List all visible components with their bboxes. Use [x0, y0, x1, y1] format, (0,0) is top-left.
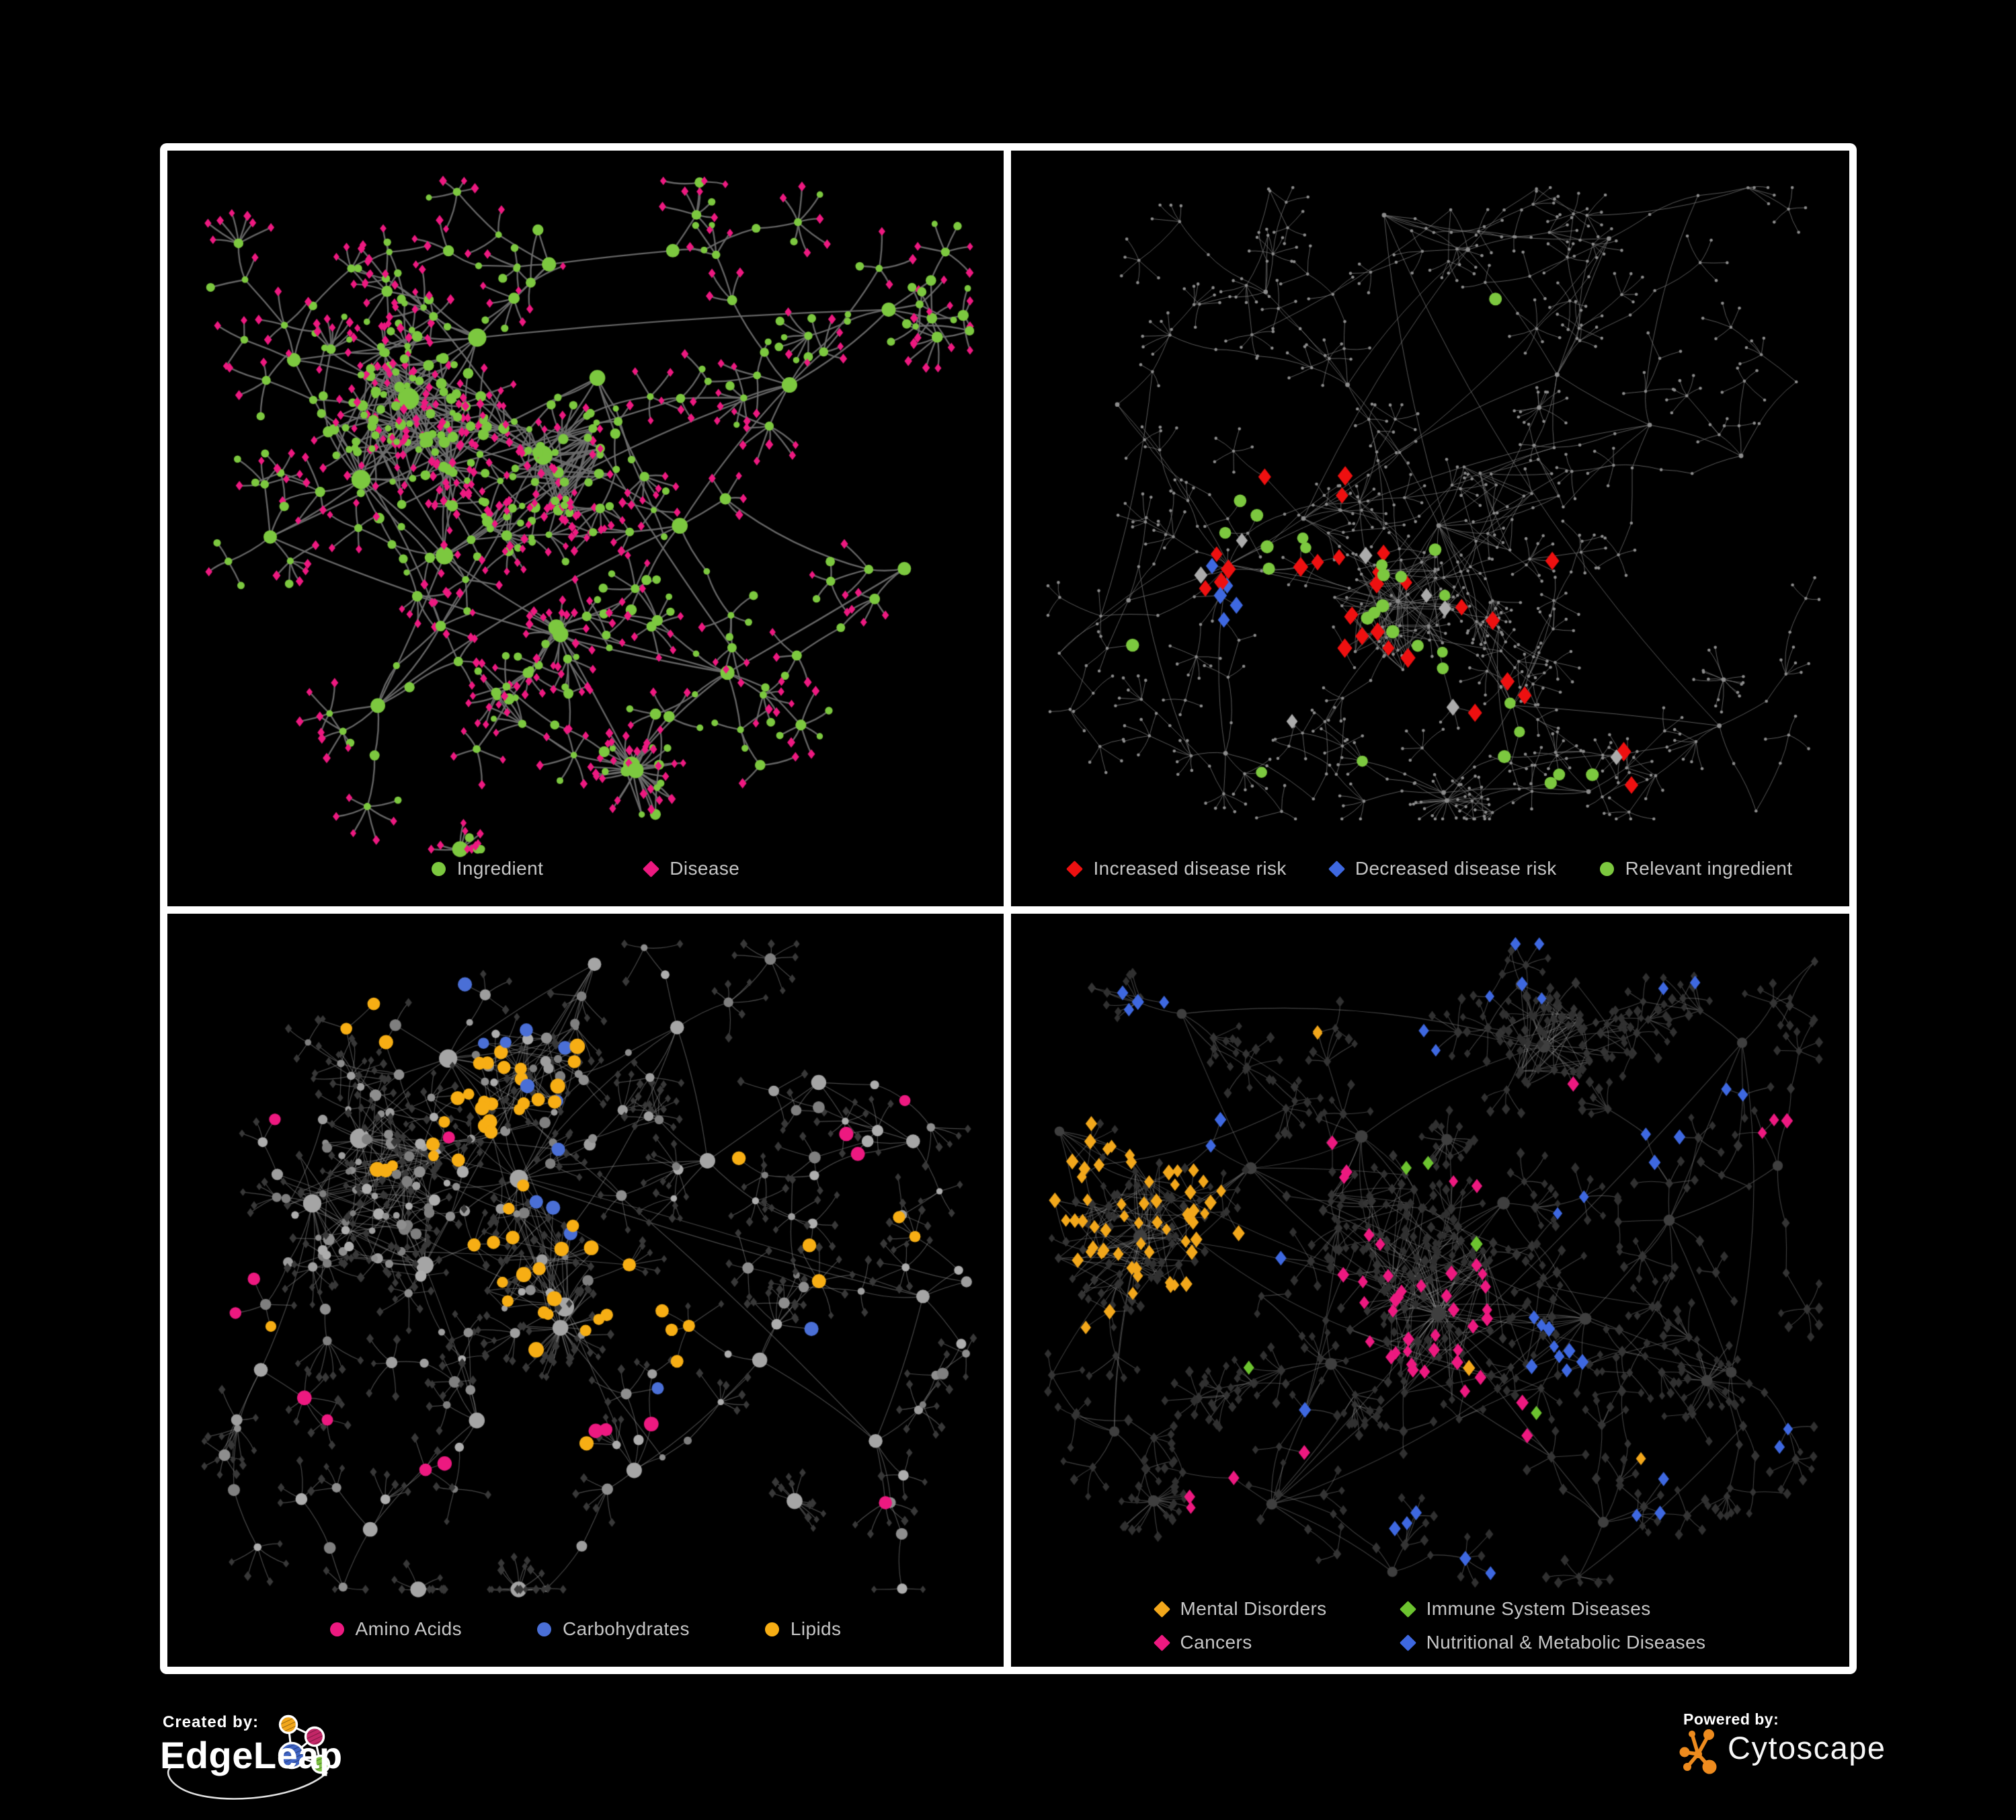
- diamond-swatch: [1328, 860, 1345, 877]
- network-graph-ingredient-disease: [167, 151, 1004, 906]
- legend-label: Ingredient: [456, 858, 544, 879]
- diamond-swatch: [1153, 1600, 1170, 1618]
- diamond-swatch: [1399, 1634, 1416, 1651]
- circle-swatch: [1599, 861, 1614, 876]
- network-graph-disease-risk: [1011, 151, 1849, 906]
- panel-divider-horizontal: [160, 906, 1857, 914]
- legend-item: Increased disease risk: [1066, 858, 1287, 879]
- legend-item: Ingredient: [431, 858, 544, 879]
- legend-item: Immune System Diseases: [1399, 1598, 1706, 1620]
- panel-ingredient-disease: Ingredient Disease: [167, 151, 1004, 906]
- legend-label: Disease: [670, 858, 740, 879]
- legend-item: Cancers: [1153, 1632, 1327, 1653]
- legend-item: Lipids: [764, 1618, 842, 1640]
- edgeleap-logo-icon: [167, 1714, 331, 1800]
- circle-swatch: [329, 1622, 344, 1636]
- legend-label: Decreased disease risk: [1355, 858, 1557, 879]
- edgeleap-branding: Created by: EdgeLeap: [159, 1708, 441, 1815]
- legend-disease-risk: Increased disease risk Decreased disease …: [1011, 858, 1849, 879]
- diamond-swatch: [1066, 860, 1084, 877]
- network-graph-macronutrients: [167, 914, 1004, 1667]
- legend-macronutrients: Amino Acids Carbohydrates Lipids: [167, 1618, 1004, 1640]
- circle-swatch: [764, 1622, 779, 1636]
- powered-by-label: Powered by:: [1683, 1710, 1779, 1728]
- cytoscape-logo-text: Cytoscape: [1728, 1730, 1886, 1766]
- legend-item: Nutritional & Metabolic Diseases: [1399, 1632, 1706, 1653]
- panel-disease-classes: Mental Disorders Immune System Diseases Ca…: [1011, 914, 1849, 1667]
- diamond-swatch: [643, 860, 660, 877]
- legend-label: Mental Disorders: [1180, 1598, 1327, 1619]
- legend-ingredient-disease: Ingredient Disease: [167, 858, 1004, 879]
- circle-swatch: [537, 1622, 552, 1636]
- diamond-swatch: [1153, 1634, 1170, 1651]
- legend-label: Nutritional & Metabolic Diseases: [1426, 1632, 1706, 1653]
- legend-label: Lipids: [790, 1618, 842, 1639]
- legend-item: Relevant ingredient: [1599, 858, 1793, 879]
- diamond-swatch: [1399, 1600, 1416, 1618]
- legend-label: Cancers: [1180, 1632, 1252, 1653]
- legend-label: Immune System Diseases: [1426, 1598, 1651, 1619]
- network-graph-disease-classes: [1011, 914, 1849, 1667]
- legend-item: Carbohydrates: [537, 1618, 690, 1640]
- edgeleap-logo-text: EdgeLeap: [160, 1734, 343, 1776]
- cytoscape-branding: Powered by: Cytoscape: [1678, 1706, 1974, 1801]
- panel-macronutrients: Amino Acids Carbohydrates Lipids: [167, 914, 1004, 1667]
- circle-swatch: [431, 861, 446, 876]
- legend-label: Relevant ingredient: [1625, 858, 1793, 879]
- legend-item: Decreased disease risk: [1328, 858, 1557, 879]
- cytoscape-logo-icon: [1679, 1729, 1717, 1774]
- legend-disease-classes: Mental Disorders Immune System Diseases Ca…: [1153, 1598, 1706, 1653]
- legend-label: Amino Acids: [355, 1618, 462, 1639]
- legend-item: Disease: [643, 858, 740, 879]
- created-by-label: Created by:: [163, 1713, 259, 1731]
- legend-label: Increased disease risk: [1093, 858, 1287, 879]
- legend-item: Amino Acids: [329, 1618, 462, 1640]
- legend-item: Mental Disorders: [1153, 1598, 1327, 1620]
- legend-label: Carbohydrates: [563, 1618, 690, 1639]
- panel-disease-risk: Increased disease risk Decreased disease …: [1011, 151, 1849, 906]
